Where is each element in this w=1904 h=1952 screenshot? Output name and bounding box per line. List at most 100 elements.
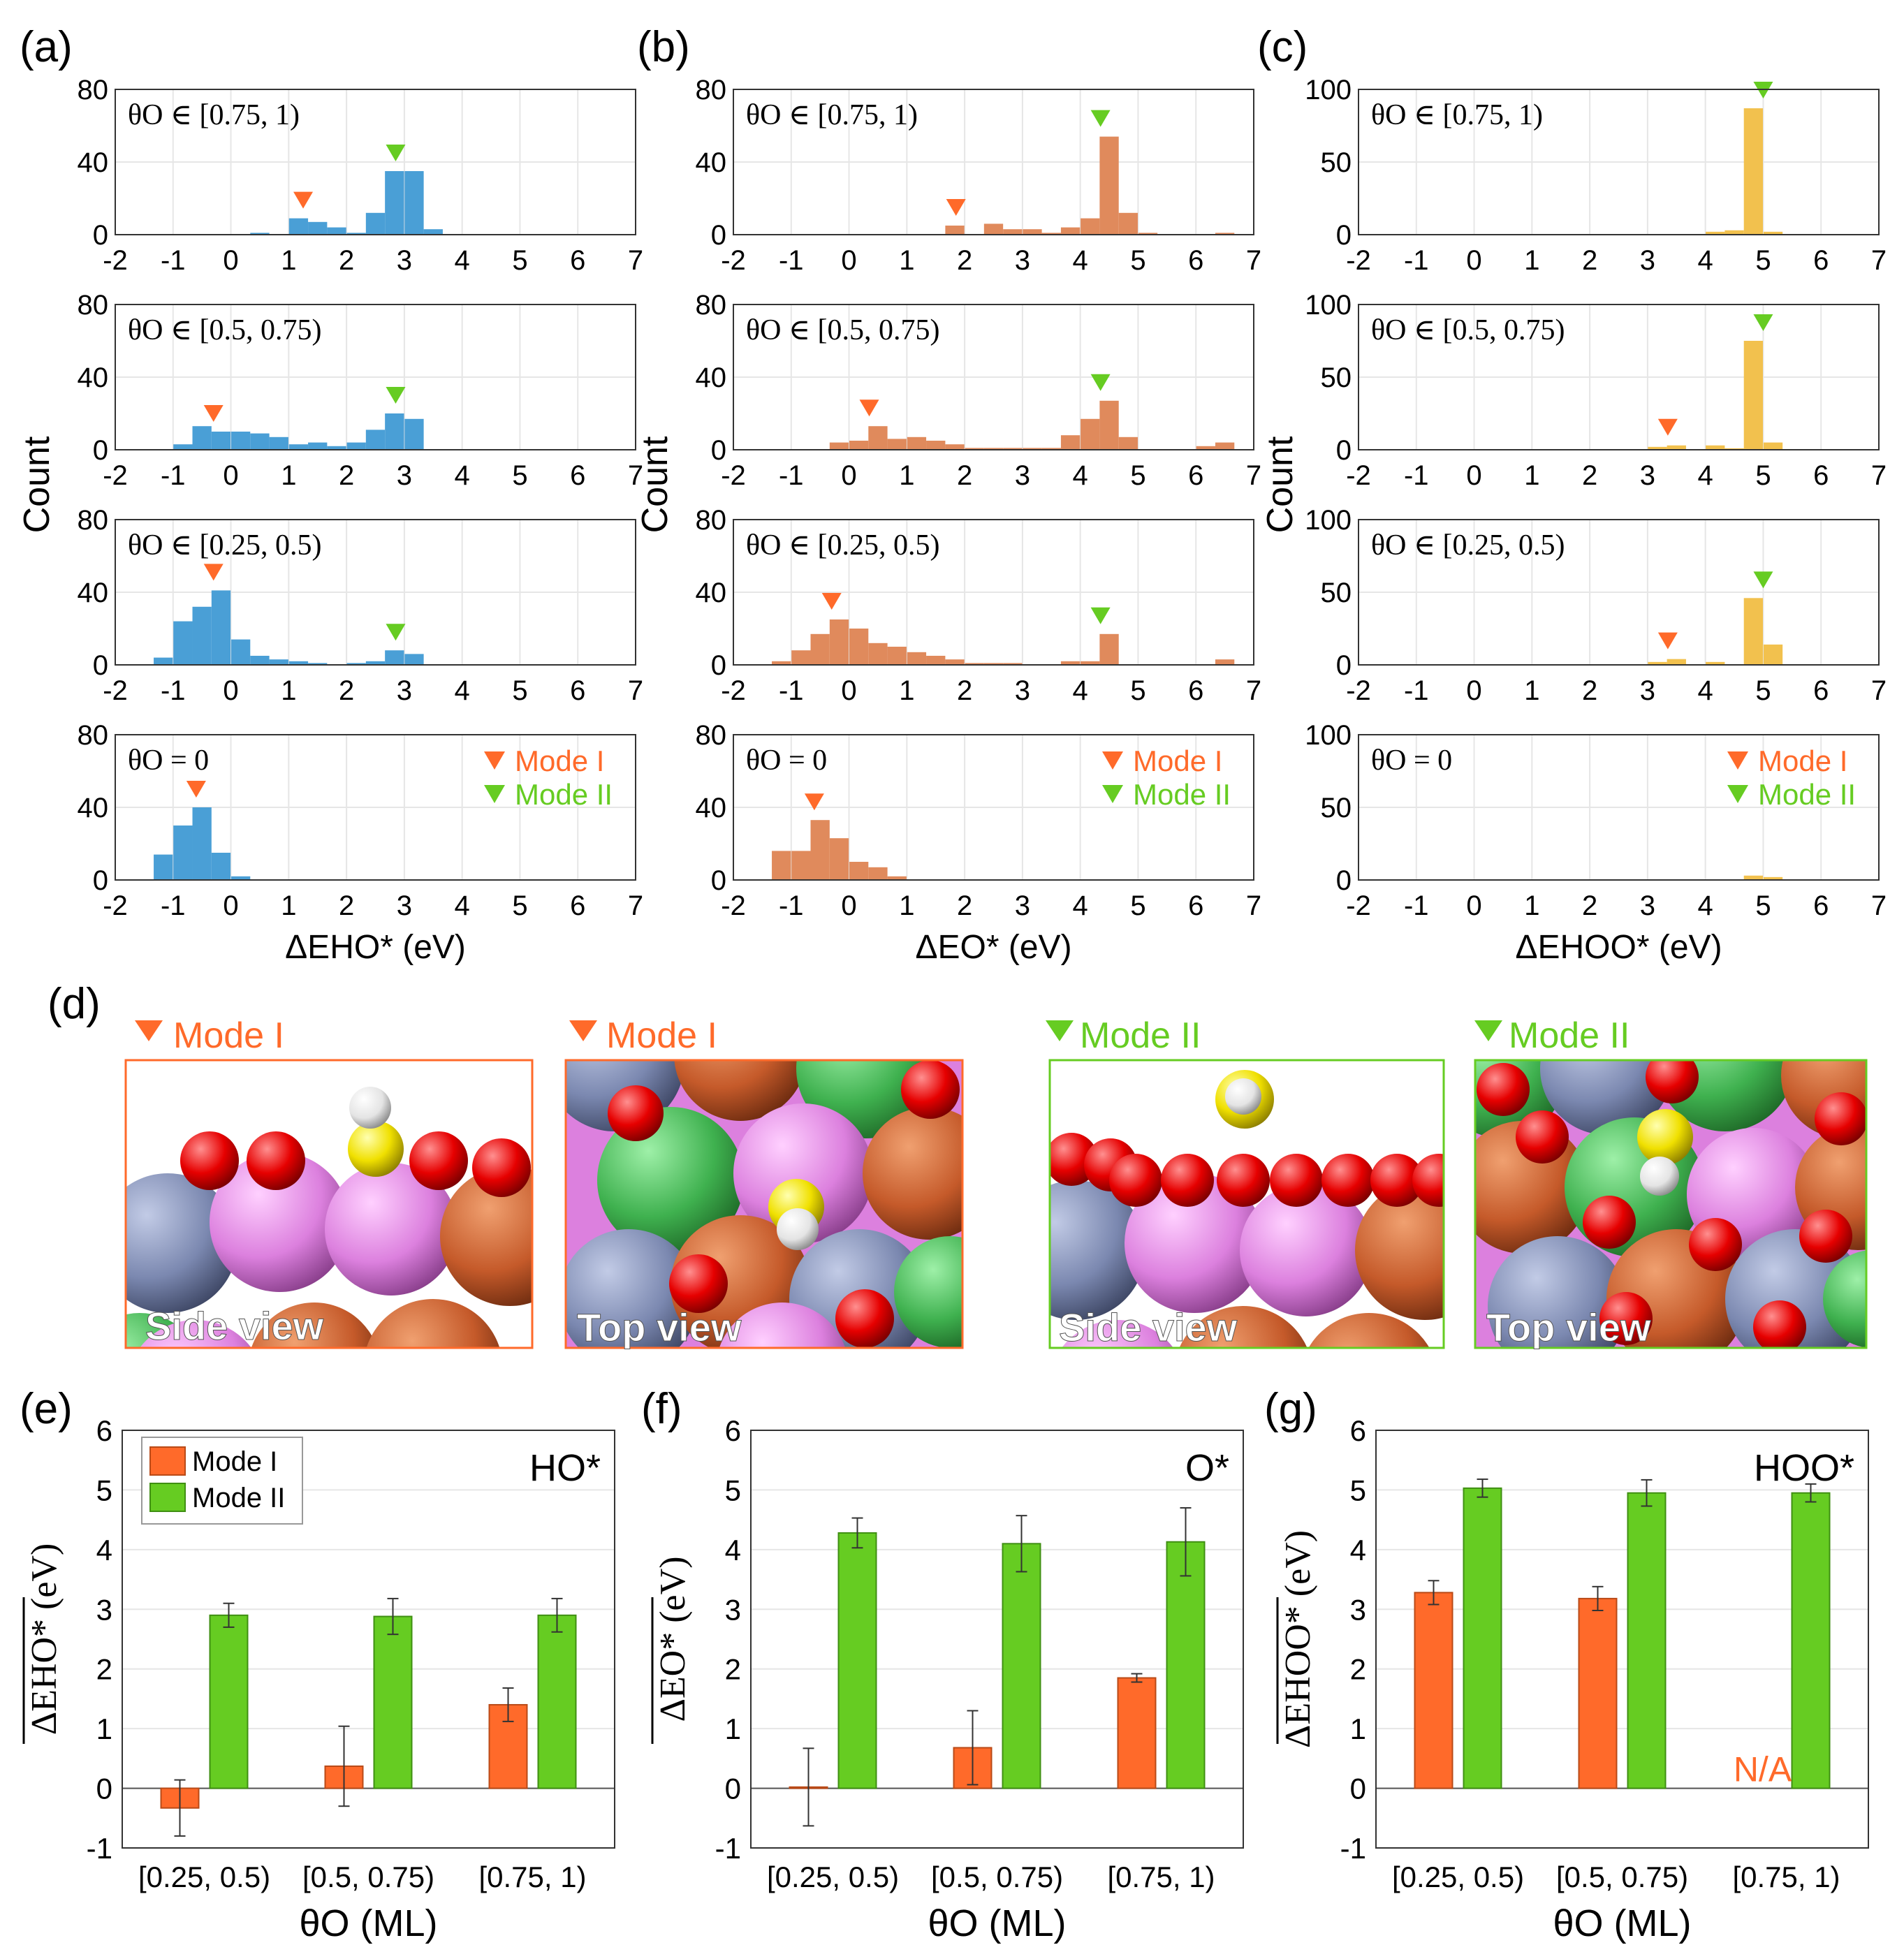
x-tick-label: 0 — [1466, 675, 1481, 706]
x-tick-label: 5 — [1755, 460, 1771, 491]
y-tick-label: 40 — [78, 147, 109, 178]
oxygen-atom — [1217, 1154, 1270, 1207]
x-tick-label: [0.75, 1) — [478, 1861, 586, 1893]
x-tick-label: -2 — [721, 245, 746, 276]
histogram-bar-14 — [1081, 661, 1100, 665]
x-tick-label: 3 — [397, 460, 412, 491]
oxygen-atom — [180, 1131, 239, 1190]
histogram-bar-2 — [1743, 108, 1764, 235]
axes-frame — [733, 89, 1254, 235]
histogram-bar-0 — [829, 442, 849, 450]
histogram-bar-1 — [173, 825, 193, 880]
mode1-bar-0 — [1414, 1592, 1453, 1789]
y-tick-label: 50 — [1321, 147, 1352, 178]
pink-atom — [140, 1320, 251, 1348]
x-tick-label: 0 — [223, 245, 238, 276]
mode2-marker — [1090, 110, 1111, 127]
histogram-bar-6 — [365, 212, 386, 235]
oxygen-atom — [1689, 1218, 1742, 1271]
histogram-b-row-2: 0 40 80 -2 -1 0 1 2 3 4 5 6 7 θO ∈ [0.5, 0.75) — [696, 290, 1262, 491]
x-tick-label: 1 — [1524, 245, 1539, 276]
legend-mode1: Mode I — [515, 744, 604, 777]
blue-atom — [566, 1229, 698, 1348]
oxygen-atom — [1516, 1110, 1569, 1164]
x-tick-label: [0.25, 0.5) — [138, 1861, 270, 1893]
x-tick-label: 6 — [1813, 890, 1829, 921]
side-view-label-2: Side view — [1059, 1305, 1238, 1349]
histogram-bar-7 — [907, 652, 927, 665]
y-tick-label: 6 — [725, 1414, 741, 1447]
histogram-bar-7 — [288, 661, 309, 665]
x-tick-label: -2 — [103, 890, 128, 921]
x-tick-label: 2 — [339, 890, 354, 921]
y-tick-label: 2 — [725, 1653, 741, 1686]
histogram-bar-4 — [1041, 233, 1061, 235]
histogram-bar-6 — [887, 876, 907, 880]
bar-chart-f: -1 0 1 2 3 4 5 6 [0.25, 0.5) [0.5, 0.75) [0.75, 1)… — [651, 1414, 1244, 1944]
oxygen-atom — [1799, 1210, 1852, 1263]
brown-atom — [674, 1060, 807, 1121]
histogram-bar-9 — [945, 659, 965, 665]
y-tick-label: 0 — [93, 650, 108, 681]
mode2-triangle-icon — [1474, 1020, 1502, 1041]
brown-atom — [1179, 1306, 1308, 1348]
x-tick-label: 5 — [1755, 675, 1771, 706]
top-view-label-1: Top view — [577, 1305, 742, 1349]
histogram-bar-3 — [211, 853, 231, 880]
blue-atom — [1488, 1236, 1627, 1348]
y-tick-label: 5 — [1350, 1474, 1366, 1506]
histogram-bar-0 — [154, 657, 173, 665]
x-tick-label: 1 — [281, 890, 296, 921]
y-tick-label: 0 — [725, 1773, 741, 1805]
histogram-bar-16 — [1215, 659, 1235, 665]
x-tick-label: 2 — [339, 460, 354, 491]
y-tick-label: 0 — [1336, 650, 1352, 681]
x-tick-label: 7 — [628, 460, 643, 491]
x-tick-label: 6 — [570, 890, 585, 921]
x-tick-label: 4 — [1698, 460, 1713, 491]
x-tick-label: 2 — [957, 460, 972, 491]
mode1-marker — [203, 564, 224, 581]
y-axis-label: ΔEHO* (eV) — [24, 1543, 64, 1735]
histogram-bar-3 — [308, 221, 328, 235]
histogram-bar-8 — [327, 446, 346, 450]
structure-scene — [126, 1060, 532, 1348]
histogram-bar-6 — [887, 647, 907, 665]
x-tick-label: [0.25, 0.5) — [767, 1861, 899, 1893]
histogram-bar-5 — [868, 643, 888, 665]
y-tick-label: 6 — [1350, 1414, 1366, 1447]
oxygen-atom — [472, 1138, 531, 1197]
histogram-bar-8 — [404, 171, 424, 235]
histogram-title: θO = 0 — [1371, 744, 1452, 777]
histogram-bar-9 — [346, 442, 366, 450]
y-tick-label: 0 — [1336, 865, 1352, 896]
x-tick-label: 4 — [1698, 890, 1713, 921]
legend-mode2: Mode II — [1758, 778, 1856, 811]
panel-letter-f: (f) — [641, 1385, 682, 1433]
mode1-marker — [804, 793, 824, 811]
mode2-bar-0 — [1463, 1487, 1502, 1789]
y-tick-label: 50 — [1321, 362, 1352, 393]
axes-frame — [750, 1430, 1244, 1849]
structure-title-2: Mode I — [606, 1015, 717, 1056]
bar-chart-g: -1 0 1 2 3 4 5 6 [0.25, 0.5) [0.5, 0.75) [0.75, 1)… — [1276, 1414, 1869, 1944]
histogram-bar-2 — [810, 633, 830, 665]
x-tick-label: 2 — [339, 245, 354, 276]
panel-letters: (a) (b) (c) (d) (e) (f) (g) — [20, 23, 1317, 1433]
y-axis-label: ΔEHOO* (eV) — [1278, 1530, 1318, 1748]
x-tick-label: 6 — [1188, 245, 1203, 276]
y-tick-label: 0 — [1336, 435, 1352, 466]
histogram-bar-7 — [1099, 136, 1119, 235]
histogram-title: θO ∈ [0.5, 0.75) — [1371, 314, 1565, 346]
histogram-a-row-3: 0 40 80 -2 -1 0 1 2 3 4 5 6 7 θO ∈ [0.25, 0.5) — [78, 505, 644, 706]
y-tick-label: 4 — [1350, 1534, 1366, 1566]
mode1-triangle-icon — [569, 1020, 597, 1041]
y-axis-label-group: ΔEO* (eV) — [651, 1556, 693, 1744]
oxygen-atom — [1370, 1154, 1423, 1207]
histogram-bar-3 — [1763, 231, 1783, 235]
x-tick-label: 1 — [1524, 460, 1539, 491]
histogram-bar-16 — [1196, 446, 1215, 450]
x-tick-label: 4 — [1073, 245, 1088, 276]
